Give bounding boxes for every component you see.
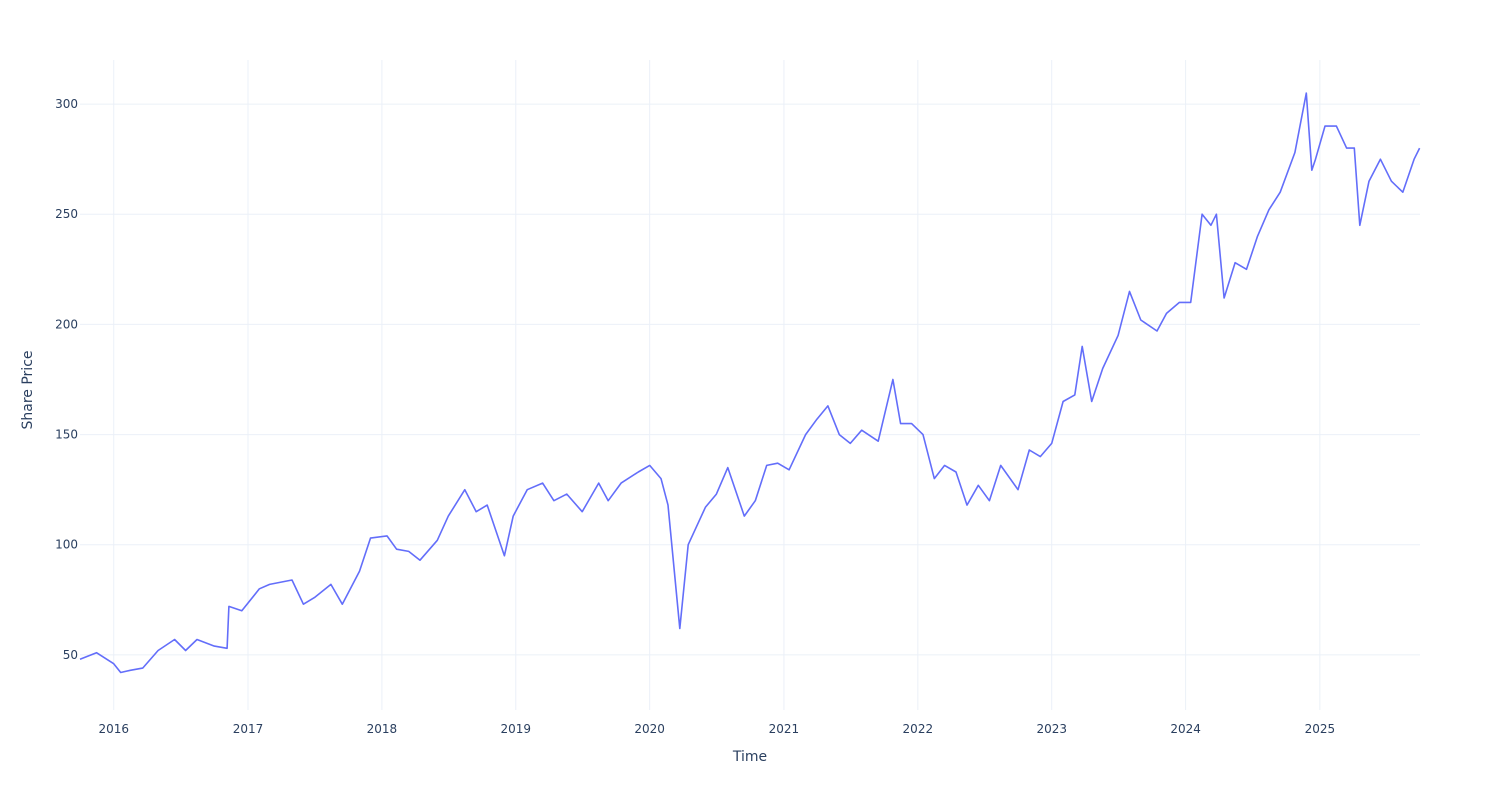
y-tick-label: 100 bbox=[55, 538, 78, 552]
x-tick-label: 2025 bbox=[1305, 722, 1336, 736]
x-tick-label: 2023 bbox=[1036, 722, 1067, 736]
x-tick-label: 2020 bbox=[634, 722, 665, 736]
y-tick-label: 300 bbox=[55, 97, 78, 111]
x-tick-label: 2018 bbox=[367, 722, 398, 736]
y-tick-label: 200 bbox=[55, 317, 78, 331]
series-group bbox=[79, 92, 1421, 674]
y-tick-label: 250 bbox=[55, 207, 78, 221]
y-axis-title: Share Price bbox=[20, 350, 36, 429]
x-tick-label: 2022 bbox=[903, 722, 934, 736]
y-axis-ticks: 50 100 150 200 250 300 bbox=[55, 97, 78, 662]
x-axis-ticks: 2016 2017 2018 2019 2020 2021 2022 2023 2024 2025 bbox=[98, 722, 1335, 736]
y-tick-label: 50 bbox=[63, 648, 78, 662]
series-line bbox=[79, 92, 1421, 674]
x-tick-label: 2017 bbox=[233, 722, 264, 736]
x-tick-label: 2019 bbox=[501, 722, 532, 736]
x-tick-label: 2021 bbox=[769, 722, 800, 736]
x-axis-title: Time bbox=[732, 749, 767, 765]
y-tick-label: 150 bbox=[55, 428, 78, 442]
grid bbox=[80, 60, 1420, 710]
x-tick-label: 2024 bbox=[1170, 722, 1201, 736]
x-tick-label: 2016 bbox=[98, 722, 129, 736]
